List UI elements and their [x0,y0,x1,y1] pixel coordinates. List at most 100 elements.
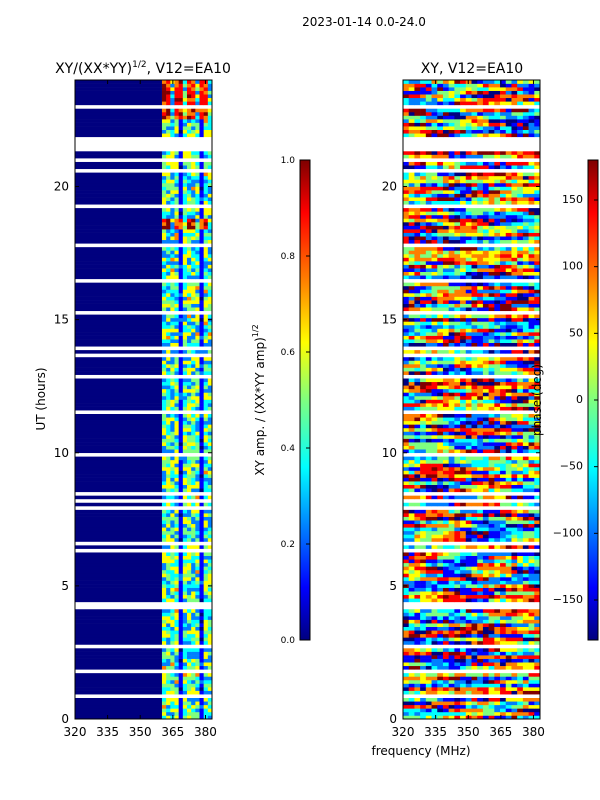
amp-cell [170,151,175,155]
phase-cell [448,264,455,269]
phase-cell [408,438,415,443]
phase-cell [437,417,444,422]
amp-cell [178,676,184,681]
amp-cell [178,424,184,429]
phase-cell [448,513,455,517]
amp-cell [186,364,192,368]
phase-cell [517,342,524,347]
phase-cell [448,626,455,631]
amp-cell [191,108,196,113]
amp-cell [191,342,196,347]
phase-cell [500,427,507,432]
phase-cell [425,356,432,361]
amp-cell [178,264,184,269]
amp-cell [195,573,200,578]
phase-cell [494,587,501,592]
phase-cell [431,502,438,507]
amp-cell [174,623,179,627]
phase-cell [522,626,529,631]
phase-cell [511,285,518,290]
phase-cell [477,658,484,663]
phase-cell [454,708,461,713]
phase-cell [534,324,541,329]
phase-cell [442,545,449,549]
phase-cell [460,619,467,624]
amp-cell [166,637,171,642]
phase-cell [500,626,507,631]
amp-cell [161,555,167,560]
amp-cell [207,207,213,212]
phase-cell [522,502,529,507]
amp-cell [174,513,179,517]
phase-cell [511,275,518,280]
phase-cell [414,314,421,319]
phase-cell [448,612,455,617]
amp-cell [195,598,200,603]
amp-cell [199,154,204,159]
phase-cell [414,275,421,280]
phase-cell [437,271,444,276]
amp-cell [161,537,167,542]
amp-ratio-panel: XY/(XX*YY)1/2, V12=EA10 320 335 350 365 380 … [34,60,231,739]
amp-cell [174,616,179,620]
amp-cell [199,225,204,230]
phase-cell [482,513,489,517]
phase-cell [442,257,449,262]
phase-cell [517,662,524,667]
amp-cell [186,246,192,251]
phase-cell [488,470,495,475]
amp-cell [166,406,171,411]
amp-cell [207,314,213,319]
phase-cell [477,559,484,564]
phase-cell [534,562,541,567]
phase-cell [431,577,438,581]
amp-cell [186,687,192,691]
amp-cell [166,342,171,347]
phase-cell [494,665,501,670]
amp-cell [186,97,192,102]
phase-cell [505,406,512,411]
phase-cell [511,481,518,485]
phase-cell [437,566,444,571]
amp-cell [174,229,179,233]
amp-cell [203,474,209,478]
phase-cell [505,388,512,393]
phase-cell [528,317,535,322]
phase-cell [425,573,432,578]
amp-cell [186,335,192,340]
phase-cell [534,651,541,656]
phase-cell [425,232,432,237]
amp-cell [178,687,184,691]
amp-cell [166,580,171,585]
phase-cell [448,360,455,365]
amp-cell [191,126,196,130]
phase-cell [431,562,438,567]
amp-cell [203,516,209,521]
amp-cell [174,186,179,191]
phase-cell [465,573,472,578]
phase-cell [408,530,415,535]
amp-cell [161,626,167,631]
amp-cell [170,119,175,123]
amp-cell [182,591,188,596]
phase-cell [488,342,495,347]
phase-cell [517,367,524,372]
phase-cell [482,637,489,642]
amp-cell [178,623,184,627]
flagged-row [403,452,540,457]
phase-cell [511,442,518,446]
amp-cell [178,523,184,528]
amp-cell [170,378,175,383]
amp-cell [203,683,209,688]
amp-heatmap [75,80,213,720]
amp-cell [166,640,171,645]
low-amp-cell [75,332,162,336]
amp-cell [182,385,188,390]
amp-cell [195,285,200,290]
amp-cell [170,545,175,549]
phase-cell [414,520,421,525]
phase-cell [471,580,478,585]
amp-cell [174,619,179,624]
amp-cell [195,708,200,713]
phase-cell [517,477,524,482]
